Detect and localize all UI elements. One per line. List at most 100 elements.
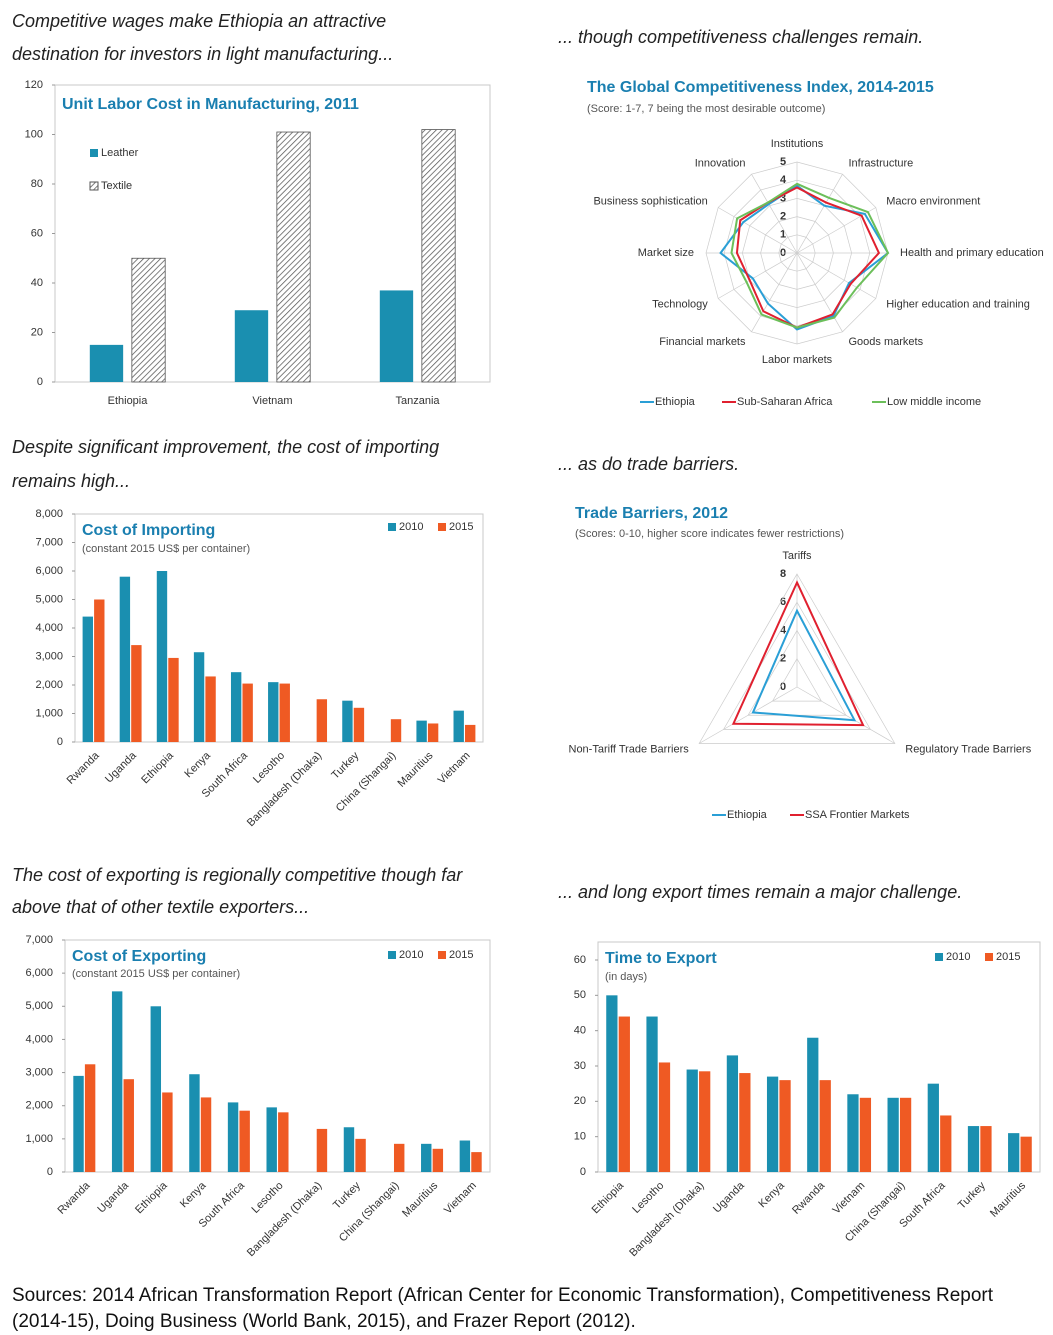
bar bbox=[766, 1076, 779, 1172]
x-tick-label: Mauritius bbox=[396, 749, 436, 789]
legend-swatch bbox=[89, 181, 99, 191]
spoke bbox=[796, 207, 876, 254]
chart-title: Cost of Exporting bbox=[72, 948, 206, 965]
y-tick-label: 0 bbox=[47, 1166, 53, 1178]
bar bbox=[84, 1064, 96, 1172]
bar bbox=[899, 1097, 912, 1172]
axis-label: Higher education and training bbox=[886, 298, 1030, 310]
bar bbox=[156, 571, 168, 742]
x-tick-label: Tanzania bbox=[395, 395, 440, 407]
bar bbox=[131, 257, 166, 383]
y-tick-label: 0 bbox=[57, 736, 63, 748]
x-tick-label: Bangladesh (Dhaka) bbox=[245, 750, 324, 829]
y-tick-label: 50 bbox=[574, 989, 586, 1001]
caption: Despite significant improvement, the cos… bbox=[12, 437, 439, 457]
bar bbox=[89, 344, 124, 382]
bar bbox=[416, 720, 427, 742]
x-tick-label: Mauritius bbox=[988, 1179, 1028, 1219]
bar bbox=[316, 1128, 328, 1172]
legend-label: 2010 bbox=[946, 951, 970, 963]
radar-line bbox=[730, 182, 890, 329]
x-tick-label: Turkey bbox=[329, 749, 361, 781]
bar bbox=[162, 1092, 173, 1172]
x-tick-label: Mauritius bbox=[400, 1179, 440, 1219]
x-tick-label: Kenya bbox=[182, 749, 213, 780]
axis-label: Tariffs bbox=[782, 550, 812, 562]
axis-label: Non-Tariff Trade Barriers bbox=[569, 743, 690, 755]
y-tick-label: 3,000 bbox=[25, 1066, 53, 1078]
bar bbox=[193, 652, 205, 742]
y-tick-label: 4,000 bbox=[35, 622, 63, 634]
x-tick-label: Ethiopia bbox=[108, 395, 149, 407]
spoke bbox=[751, 174, 798, 254]
caption: Competitive wages make Ethiopia an attra… bbox=[12, 11, 386, 31]
bar bbox=[268, 682, 279, 742]
chart-subtitle: (Scores: 0-10, higher score indicates fe… bbox=[575, 528, 844, 540]
legend-label: 2015 bbox=[996, 951, 1020, 963]
chart-title: The Global Competitiveness Index, 2014-2… bbox=[587, 79, 934, 96]
spoke bbox=[751, 252, 798, 332]
bar bbox=[471, 1152, 482, 1172]
bar bbox=[1020, 1136, 1032, 1172]
y-tick-label: 2,000 bbox=[25, 1100, 53, 1112]
legend-swatch bbox=[438, 951, 446, 959]
bar bbox=[131, 645, 142, 742]
legend-swatch bbox=[985, 953, 993, 961]
bar bbox=[123, 1079, 134, 1172]
y-tick-label: 5,000 bbox=[35, 593, 63, 605]
bar bbox=[234, 310, 269, 382]
axis-label: Regulatory Trade Barriers bbox=[905, 743, 1031, 755]
bar bbox=[739, 1073, 751, 1172]
x-tick-label: Uganda bbox=[103, 749, 139, 785]
x-tick-label: Kenya bbox=[178, 1179, 209, 1210]
x-tick-label: Vietnam bbox=[830, 1180, 867, 1217]
bar bbox=[807, 1037, 819, 1172]
bar bbox=[927, 1083, 939, 1172]
bar bbox=[266, 1107, 277, 1172]
plot-frame bbox=[64, 939, 491, 1173]
legend-swatch bbox=[438, 523, 446, 531]
bar bbox=[316, 699, 328, 742]
bar bbox=[606, 995, 618, 1172]
chart-subtitle: (in days) bbox=[605, 971, 647, 983]
bar bbox=[646, 1016, 658, 1172]
y-tick-label: 8,000 bbox=[35, 508, 63, 520]
bar bbox=[859, 1097, 872, 1172]
caption: above that of other textile exporters... bbox=[12, 897, 309, 917]
x-tick-label: Ethiopia bbox=[133, 1179, 170, 1216]
bar bbox=[421, 129, 456, 383]
y-tick-label: 60 bbox=[31, 227, 43, 239]
legend-label: 2015 bbox=[449, 521, 473, 533]
bar bbox=[393, 1143, 405, 1172]
y-tick-label: 2,000 bbox=[35, 679, 63, 691]
x-tick-label: Lesotho bbox=[251, 750, 287, 786]
y-tick-label: 40 bbox=[574, 1025, 586, 1037]
r-tick-label: 8 bbox=[780, 568, 786, 580]
chart-title: Cost of Importing bbox=[82, 522, 215, 539]
axis-label: Health and primary education bbox=[900, 247, 1044, 259]
x-tick-label: Turkey bbox=[331, 1179, 363, 1211]
caption: destination for investors in light manuf… bbox=[12, 44, 393, 64]
x-tick-label: Bangladesh (Dhaka) bbox=[245, 1180, 324, 1259]
bar bbox=[427, 723, 439, 742]
y-tick-label: 80 bbox=[31, 178, 43, 190]
caption: The cost of exporting is regionally comp… bbox=[12, 865, 463, 885]
legend-label: Ethiopia bbox=[655, 396, 696, 408]
y-tick-label: 60 bbox=[574, 954, 586, 966]
spoke bbox=[796, 686, 896, 744]
bar bbox=[242, 683, 253, 742]
bar bbox=[618, 1016, 630, 1172]
y-tick-label: 5,000 bbox=[25, 1000, 53, 1012]
bar bbox=[1008, 1133, 1020, 1172]
r-tick-label: 0 bbox=[780, 681, 786, 693]
r-tick-label: 3 bbox=[780, 192, 786, 204]
chart-title: Unit Labor Cost in Manufacturing, 2011 bbox=[62, 96, 359, 113]
legend-swatch bbox=[388, 523, 396, 531]
axis-label: Institutions bbox=[771, 138, 824, 150]
legend-label: Leather bbox=[101, 147, 139, 159]
caption: ... and long export times remain a major… bbox=[558, 882, 962, 902]
x-tick-label: Lesotho bbox=[250, 1180, 286, 1216]
axis-label: Financial markets bbox=[659, 336, 746, 348]
caption: ... though competitiveness challenges re… bbox=[558, 27, 923, 47]
